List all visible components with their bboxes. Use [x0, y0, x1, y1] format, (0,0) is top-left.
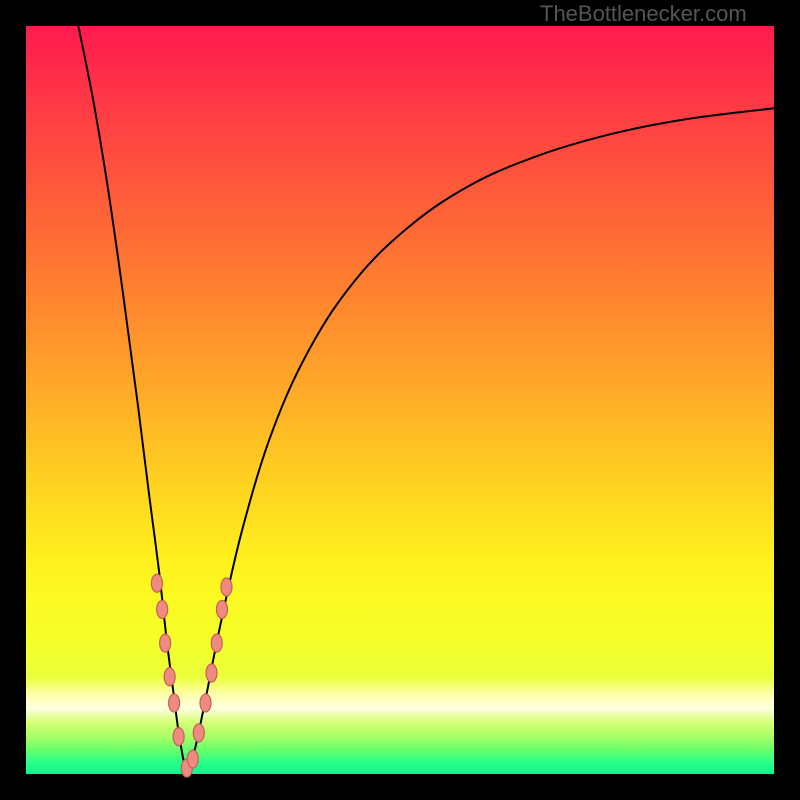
- data-point-marker: [193, 724, 204, 742]
- data-point-marker: [160, 634, 171, 652]
- data-point-marker: [164, 668, 175, 686]
- bottleneck-curve: [78, 26, 774, 771]
- data-point-marker: [169, 694, 180, 712]
- watermark-text: TheBottlenecker.com: [540, 1, 747, 27]
- chart-svg-overlay: [0, 0, 800, 800]
- data-point-marker: [187, 750, 198, 768]
- data-point-marker: [221, 578, 232, 596]
- data-point-marker: [151, 574, 162, 592]
- data-point-marker: [211, 634, 222, 652]
- data-point-marker: [200, 694, 211, 712]
- data-point-markers: [151, 574, 232, 777]
- data-point-marker: [173, 728, 184, 746]
- chart-outer-frame: TheBottlenecker.com: [0, 0, 800, 800]
- data-point-marker: [216, 600, 227, 618]
- data-point-marker: [206, 664, 217, 682]
- data-point-marker: [157, 600, 168, 618]
